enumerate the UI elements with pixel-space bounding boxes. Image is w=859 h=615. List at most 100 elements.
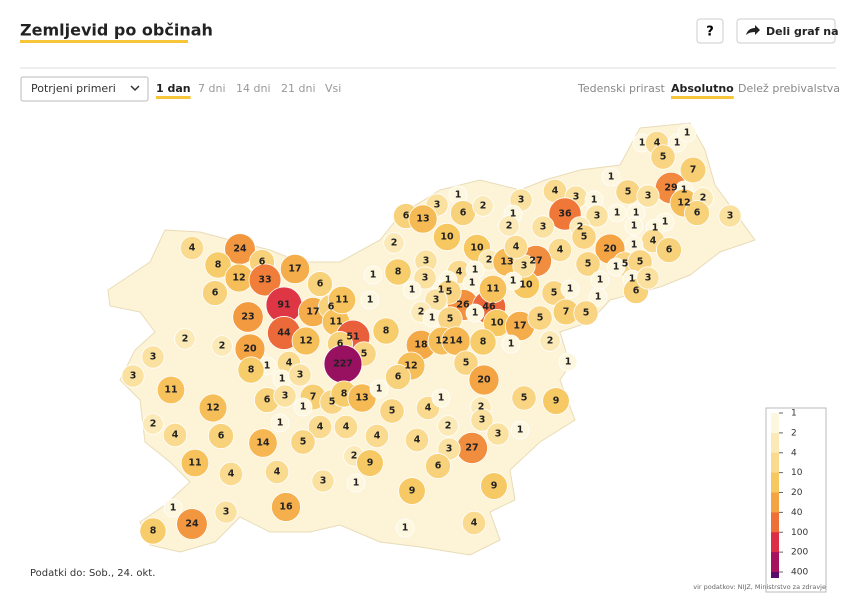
municipality[interactable] xyxy=(624,216,644,236)
municipality[interactable] xyxy=(486,422,510,446)
municipality[interactable] xyxy=(636,266,660,290)
municipality[interactable] xyxy=(432,222,462,252)
municipality[interactable] xyxy=(347,383,377,413)
municipality[interactable] xyxy=(383,232,405,254)
municipality[interactable] xyxy=(498,215,520,237)
period-tab[interactable]: Vsi xyxy=(325,82,341,95)
municipality[interactable] xyxy=(372,317,400,345)
municipality[interactable] xyxy=(356,449,384,477)
mode-tab[interactable]: Tedenski prirast xyxy=(577,82,666,95)
municipality[interactable] xyxy=(237,356,265,384)
municipality[interactable] xyxy=(606,257,626,277)
municipality[interactable] xyxy=(214,500,238,524)
municipality[interactable] xyxy=(461,510,487,536)
municipality[interactable] xyxy=(679,156,707,184)
municipality[interactable] xyxy=(271,492,301,522)
mode-tab[interactable]: Delež prebivalstva xyxy=(738,82,840,95)
period-tab[interactable]: 14 dni xyxy=(236,82,271,95)
municipality[interactable] xyxy=(395,518,415,538)
share-label[interactable]: Deli graf na xyxy=(766,25,839,38)
municipality[interactable] xyxy=(270,413,290,433)
municipality[interactable] xyxy=(264,459,290,485)
municipality[interactable] xyxy=(288,363,312,387)
municipality[interactable] xyxy=(404,427,430,453)
municipality[interactable] xyxy=(560,279,580,299)
municipality[interactable] xyxy=(204,251,232,279)
municipality[interactable] xyxy=(575,251,601,277)
municipality[interactable] xyxy=(398,477,426,505)
help-label[interactable]: ? xyxy=(706,25,714,40)
municipality[interactable] xyxy=(425,453,451,479)
municipality[interactable] xyxy=(656,237,682,263)
help-button[interactable] xyxy=(696,18,724,44)
municipality[interactable] xyxy=(431,388,451,408)
municipality[interactable] xyxy=(547,237,573,263)
municipality[interactable] xyxy=(413,266,437,290)
period-tab[interactable]: 1 dan xyxy=(156,82,191,95)
municipality[interactable] xyxy=(248,428,278,458)
municipality[interactable] xyxy=(218,461,244,487)
municipality[interactable] xyxy=(346,473,366,493)
municipality[interactable] xyxy=(248,263,282,297)
municipality[interactable] xyxy=(531,215,555,239)
municipality[interactable] xyxy=(718,204,742,228)
municipality[interactable] xyxy=(208,423,234,449)
municipality[interactable] xyxy=(156,375,186,405)
municipality[interactable] xyxy=(290,429,316,455)
municipality[interactable] xyxy=(402,280,422,300)
municipality[interactable] xyxy=(311,469,335,493)
municipality[interactable] xyxy=(384,258,412,286)
municipality[interactable] xyxy=(174,328,196,350)
municipality[interactable] xyxy=(163,498,183,518)
municipality[interactable] xyxy=(573,300,599,326)
municipality[interactable] xyxy=(273,384,297,408)
municipality[interactable] xyxy=(379,398,405,424)
municipality[interactable] xyxy=(558,352,578,372)
municipality[interactable] xyxy=(179,235,205,261)
municipality[interactable] xyxy=(142,413,164,435)
municipality[interactable] xyxy=(180,448,210,478)
municipality[interactable] xyxy=(408,204,438,234)
municipality[interactable] xyxy=(478,274,508,304)
municipality[interactable] xyxy=(364,423,390,449)
municipality[interactable] xyxy=(503,234,529,260)
municipality[interactable] xyxy=(607,203,627,223)
municipality[interactable] xyxy=(511,385,537,411)
municipality[interactable] xyxy=(480,472,508,500)
municipality[interactable] xyxy=(636,184,660,208)
municipality[interactable] xyxy=(291,326,321,356)
municipality[interactable] xyxy=(650,144,676,170)
municipality[interactable] xyxy=(232,301,264,333)
municipality[interactable] xyxy=(571,224,597,250)
municipality[interactable] xyxy=(198,393,228,423)
municipality[interactable] xyxy=(211,335,233,357)
municipality[interactable] xyxy=(307,414,333,440)
municipality[interactable] xyxy=(327,285,357,315)
municipality[interactable] xyxy=(360,290,380,310)
municipality[interactable] xyxy=(363,265,383,285)
share-button[interactable] xyxy=(736,18,836,44)
municipality[interactable] xyxy=(176,508,208,540)
municipality[interactable] xyxy=(333,414,359,440)
municipality[interactable] xyxy=(293,397,313,417)
municipality[interactable] xyxy=(469,328,497,356)
municipality[interactable] xyxy=(472,195,494,217)
municipality[interactable] xyxy=(385,364,411,390)
municipality[interactable] xyxy=(139,517,167,545)
municipality[interactable] xyxy=(501,334,521,354)
municipality[interactable] xyxy=(453,350,479,376)
metric-dropdown[interactable] xyxy=(20,76,149,102)
period-tab[interactable]: 7 dni xyxy=(198,82,226,95)
municipality[interactable] xyxy=(601,167,621,187)
municipality[interactable] xyxy=(542,387,570,415)
municipality[interactable] xyxy=(677,123,697,143)
municipality[interactable] xyxy=(588,287,608,307)
municipality[interactable] xyxy=(539,330,561,352)
municipality[interactable] xyxy=(141,345,165,369)
municipality[interactable] xyxy=(279,253,311,285)
municipality[interactable] xyxy=(369,379,389,399)
municipality[interactable] xyxy=(121,364,145,388)
municipality[interactable] xyxy=(684,200,710,226)
municipality[interactable] xyxy=(465,303,485,323)
municipality[interactable] xyxy=(307,271,333,297)
